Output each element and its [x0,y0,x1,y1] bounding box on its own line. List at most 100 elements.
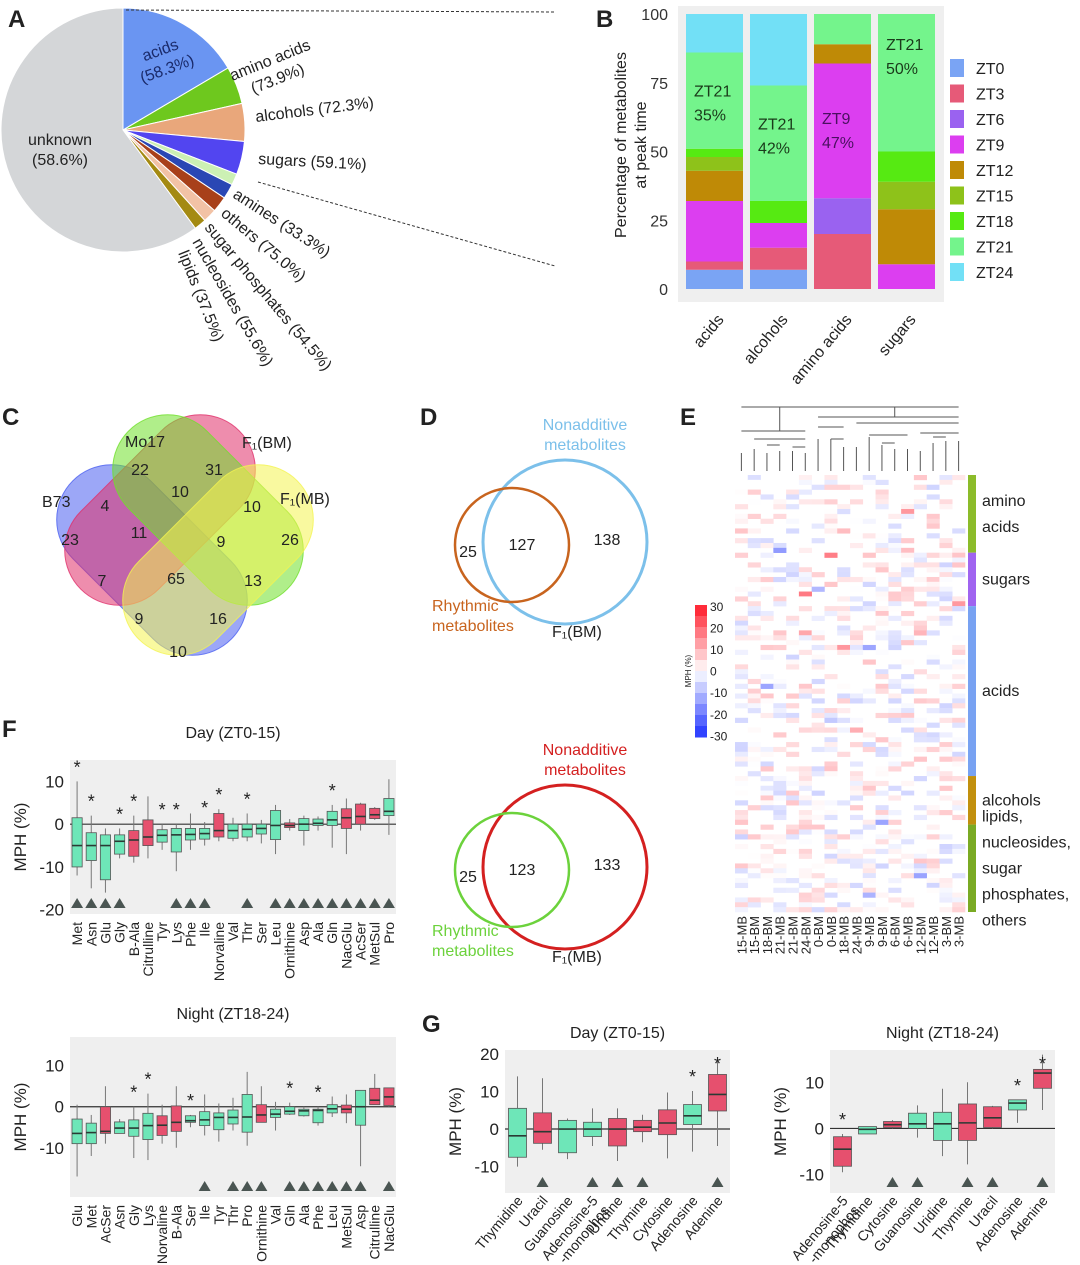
heatmap-cell [939,848,953,855]
heatmap-cell [913,858,927,864]
heatmap-cell [952,596,966,602]
box-body [71,1118,83,1145]
heatmap-cell [760,834,774,840]
heatmap-cell [913,630,927,636]
triangle-marker [340,898,353,908]
heatmap-cell [850,907,864,913]
legend-label-ZT6: ZT6 [976,112,1005,129]
y-tick-label: 75 [650,76,668,93]
legend-label-ZT15: ZT15 [976,189,1013,206]
heatmap-cell [786,907,800,913]
legend-label-ZT0: ZT0 [976,61,1005,78]
heatmap-cell [735,810,749,816]
y-tick-label: 10 [805,1073,824,1092]
heatmap-cell [786,887,800,893]
heatmap-cell [850,761,864,767]
significance-star: * [187,1091,194,1111]
y-tick-label: -20 [39,901,64,920]
heatmap-cell [952,484,966,490]
box-body [683,1104,702,1125]
x-tick-label: Phe [310,1205,326,1230]
box-body [255,1104,267,1123]
heatmap-cell [952,606,966,612]
heatmap-cell [735,897,749,903]
triangle-marker [283,898,296,908]
significance-star: * [88,792,95,812]
significance-star: * [215,785,222,805]
heatmap-cell [798,630,812,636]
colorbar-tick-label: 10 [710,643,724,657]
heatmap-cell [888,596,902,602]
heatmap-cell [926,615,940,621]
x-tick-label-text: Ala [296,1205,312,1225]
heatmap-cell [901,635,915,641]
heatmap-cell [811,484,825,490]
heatmap-cell [939,878,953,884]
heatmap-cell [888,576,902,583]
heatmap-cell [837,644,851,651]
x-tick-label-text: Ornithine [253,1205,269,1262]
box-Citrulline [369,1073,381,1106]
heatmap-cell [735,819,749,825]
heatmap-cell [760,615,774,621]
heatmap-cell [850,727,864,733]
heatmap-cell [824,499,838,505]
heatmap-cell [798,814,812,821]
heatmap-cell [837,693,851,699]
heatmap-cell [735,907,749,913]
heatmap-cell [875,610,889,617]
y-axis-label: Percentage of metabolites at peak time [613,52,650,238]
heatmap-cell [875,615,889,621]
y-tick-label: 100 [641,7,668,24]
heatmap-cell [760,873,774,879]
venn-region-count: 26 [281,532,299,549]
heatmap-cell [939,795,953,801]
colorbar-step [695,660,707,672]
heatmap-cell [875,848,889,855]
heatmap-cell [811,615,825,621]
heatmap-cell [811,630,825,636]
heatmap-cell [888,698,902,704]
x-tick-label: Lys [168,922,184,943]
significance-star: * [329,781,336,801]
triangle-marker [297,898,310,908]
pie-label-text: alcohols (72.3%) [254,95,374,126]
box-body [508,1107,527,1158]
heatmap-cell [773,678,787,685]
heatmap-cell [760,800,774,806]
heatmap-column-label: 3-BM [939,916,954,947]
heatmap-cell [786,790,800,796]
x-tick-label-text: Gln [282,1205,298,1227]
heatmap-cell [926,737,940,743]
x-tick-label: Pro [381,922,397,944]
heatmap-cell [747,479,761,486]
heatmap-cell [760,844,774,850]
heatmap-cell [837,698,851,704]
box-Tyr [213,1103,225,1142]
heatmap-cell [926,674,940,680]
heatmap-cell [824,727,838,733]
heatmap-cell [798,848,812,855]
heatmap-cell [773,814,787,821]
heatmap-cell [824,484,838,490]
significance-star: * [1039,1054,1046,1074]
heatmap-cell [798,810,812,816]
heatmap-cell [735,814,749,821]
heatmap-cell [913,717,927,723]
heatmap-cell [952,873,966,879]
box-Ser [184,1114,196,1128]
heatmap-cell [939,708,953,714]
x-tick-label: NacGlu [338,922,354,969]
triangle-marker [886,1177,899,1187]
heatmap-cell [875,834,889,840]
heatmap-cell [824,839,838,845]
significance-star: * [130,792,137,812]
x-tick-label-text: Pro [381,922,397,944]
triangle-marker [170,898,183,908]
venn-region-count: 11 [131,525,148,542]
heatmap-cell [952,717,966,723]
box-body [213,1112,225,1131]
heatmap-cell [926,513,940,519]
heatmap-cell [939,542,953,549]
x-tick-label-text: Phe [182,922,198,947]
